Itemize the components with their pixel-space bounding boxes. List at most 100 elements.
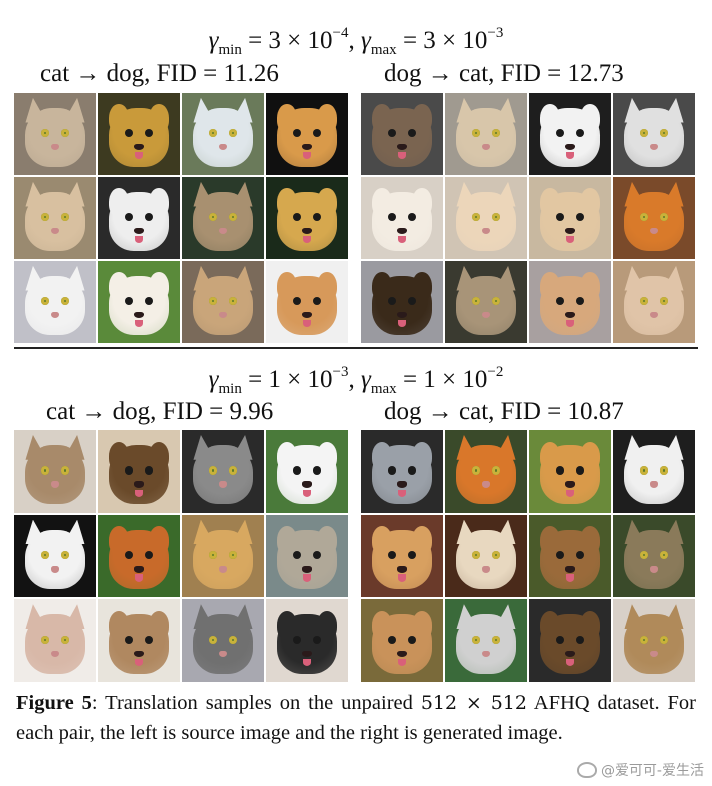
gamma-min-value: = 3 × 10 (241, 27, 333, 54)
eye (407, 129, 416, 138)
sample-grid-dog-to-cat-2 (361, 430, 695, 682)
weibo-logo-icon (576, 762, 597, 778)
cat-image (182, 261, 264, 343)
gamma-heading-1: γmin = 3 × 10−4, γmax = 3 × 10−3 (0, 18, 712, 65)
dog-image (529, 514, 611, 598)
face (25, 191, 85, 251)
nose (482, 143, 490, 151)
cat-image (445, 599, 527, 682)
eye (293, 297, 302, 306)
gamma-max-sub: max (370, 381, 397, 397)
cat-image (14, 514, 96, 598)
dog-image (98, 430, 180, 513)
sample-grid-dog-to-cat-1 (361, 93, 695, 343)
gamma-min-exp: −4 (332, 25, 349, 41)
dog-image (98, 514, 180, 598)
cat-image (445, 430, 527, 513)
tongue (134, 489, 144, 497)
face (193, 191, 253, 251)
eye (41, 635, 50, 644)
dog-image (266, 93, 348, 175)
figure-label: Figure 5 (16, 692, 92, 714)
tongue (565, 320, 575, 328)
nose (482, 565, 490, 573)
eye (640, 213, 649, 222)
face (193, 275, 253, 335)
cat-image (613, 514, 695, 598)
eye (60, 551, 69, 560)
eye (556, 466, 565, 475)
nose (650, 481, 658, 488)
cat-image (613, 599, 695, 682)
tongue (302, 489, 312, 497)
gamma-max-symbol: γ (361, 27, 371, 54)
eye (125, 297, 134, 306)
nose (650, 143, 658, 151)
dog-image (361, 599, 443, 682)
eye (659, 213, 668, 222)
nose (51, 143, 59, 151)
eye (125, 551, 134, 560)
nose (219, 311, 227, 319)
nose (302, 650, 312, 658)
face (193, 529, 253, 590)
cat-image (182, 93, 264, 175)
cat-image (613, 430, 695, 513)
cat-image (445, 514, 527, 598)
nose (565, 650, 575, 658)
eye (125, 466, 134, 475)
dog-image (98, 599, 180, 682)
tongue (134, 152, 144, 160)
nose (51, 311, 59, 319)
eye (312, 551, 321, 560)
dog-image (98, 93, 180, 175)
tongue (565, 658, 575, 667)
eye (472, 213, 481, 222)
tongue (302, 320, 312, 328)
gamma-heading-2: γmin = 1 × 10−3, γmax = 1 × 10−2 (0, 357, 712, 404)
nose (134, 311, 144, 319)
tongue (134, 320, 144, 328)
eye (491, 466, 500, 475)
eye (209, 129, 218, 138)
eye (144, 297, 153, 306)
eye (472, 551, 481, 560)
gamma-max-exp: −2 (487, 364, 504, 380)
nose (397, 143, 407, 151)
nose (51, 227, 59, 235)
tongue (302, 236, 312, 244)
eye (575, 466, 584, 475)
tongue (565, 574, 575, 582)
eye (659, 635, 668, 644)
eye (659, 297, 668, 306)
cat-image (182, 177, 264, 259)
left-label-2: cat → dog, FID = 9.96 (46, 398, 274, 425)
eye (575, 129, 584, 138)
eye (60, 466, 69, 475)
eye (388, 297, 397, 306)
nose (397, 565, 407, 573)
eye (60, 129, 69, 138)
caption-text-after: AFHQ dataset. For each pair, the left is… (16, 692, 697, 744)
face (624, 191, 684, 251)
dog-image (361, 430, 443, 513)
dog-image (529, 599, 611, 682)
cat-image (613, 93, 695, 175)
eye (640, 129, 649, 138)
tongue (397, 658, 407, 667)
gamma-max-value: = 1 × 10 (396, 366, 488, 393)
tongue (397, 236, 407, 244)
nose (219, 143, 227, 151)
tongue (565, 152, 575, 160)
nose (397, 650, 407, 658)
eye (41, 551, 50, 560)
cat-image (613, 261, 695, 343)
eye (388, 635, 397, 644)
tongue (302, 574, 312, 582)
face (456, 529, 516, 590)
eye (407, 297, 416, 306)
eye (575, 297, 584, 306)
sample-grid-cat-to-dog-1 (14, 93, 348, 343)
nose (565, 227, 575, 235)
dog-image (266, 430, 348, 513)
